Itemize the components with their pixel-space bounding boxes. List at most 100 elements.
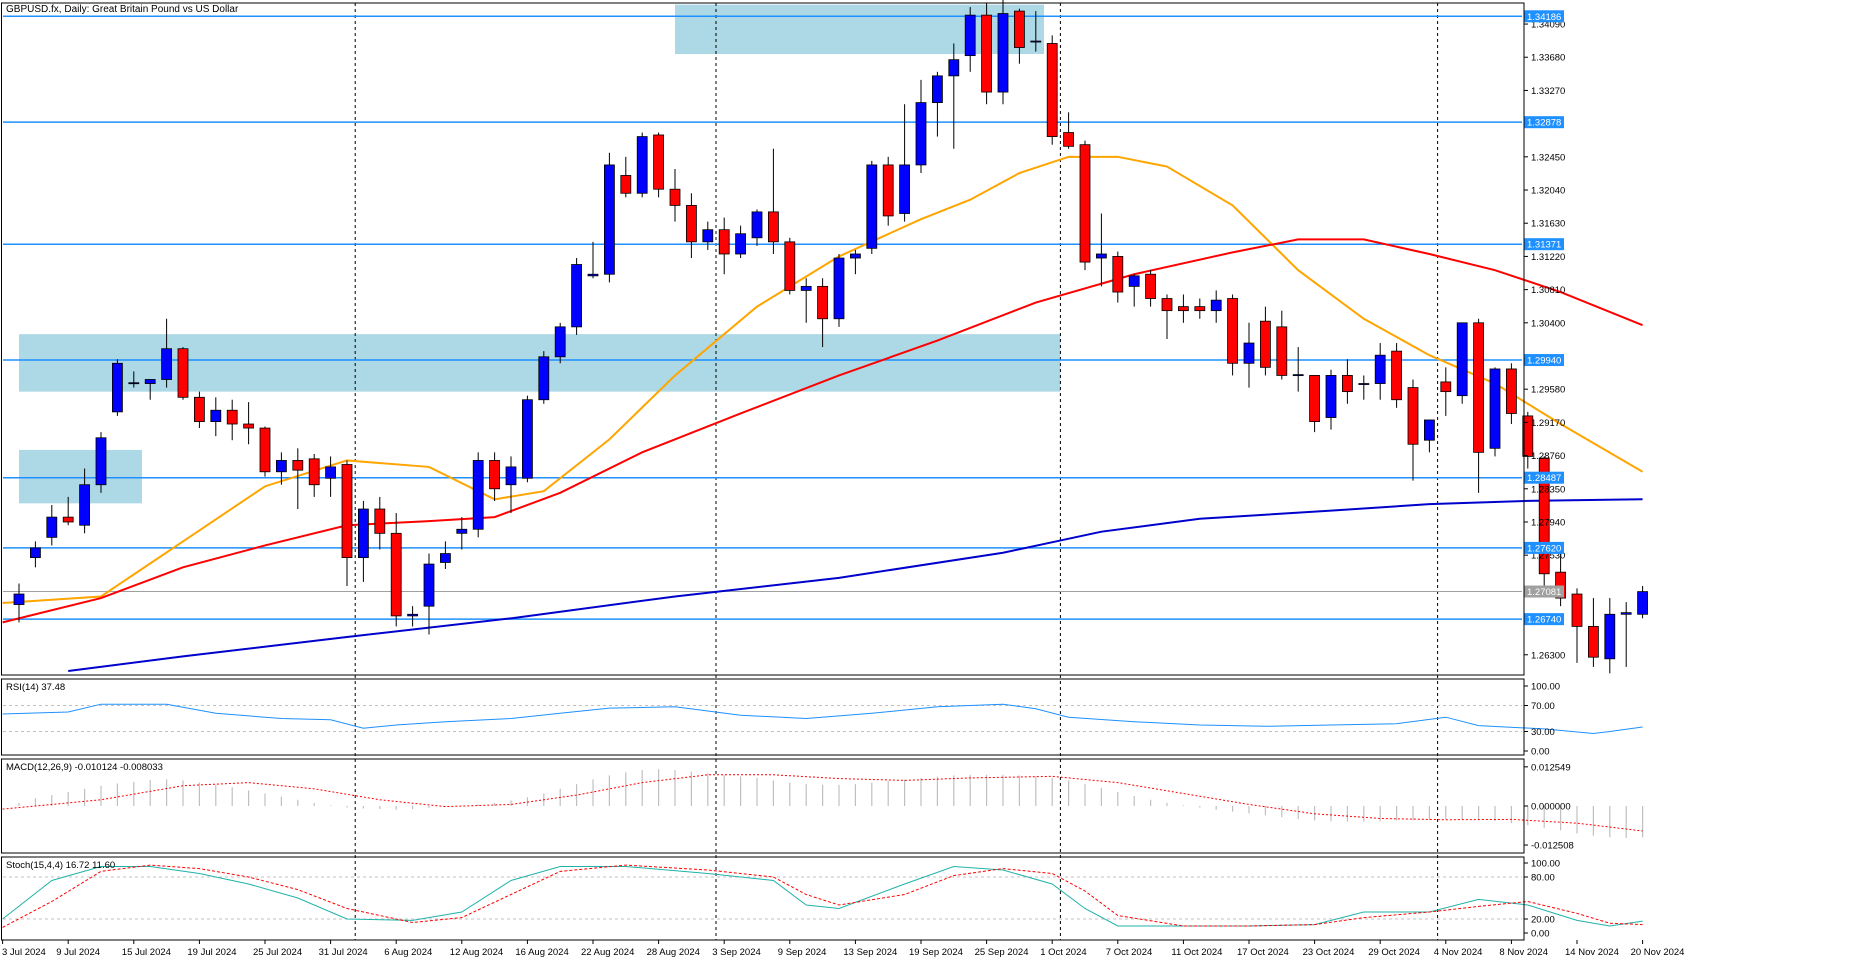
price-tick-label: 1.28760 [1531,451,1565,462]
pane-frame [1,678,1525,756]
candle-body [1538,457,1550,575]
candle-body [850,253,861,259]
level-box [1524,238,1564,251]
stoch-signal-line [2,864,1643,928]
candle-body [144,379,156,384]
candle-body [13,593,25,605]
date-label: 20 Nov 2024 [1631,947,1685,958]
macd-signal-line [2,774,1643,832]
indicator-tick-label: 100.00 [1531,859,1560,870]
candle-body [1407,387,1419,445]
indicator-label: MACD(12,26,9) -0.010124 -0.008033 [6,762,163,773]
candle-body [686,205,697,243]
candle-body [357,508,369,559]
price-tick-label: 1.26300 [1531,650,1565,661]
indicator-label: RSI(14) 37.48 [6,682,65,693]
date-label: 1 Oct 2024 [1040,947,1086,958]
candle-body [456,528,468,534]
price-tick-label: 1.27530 [1531,551,1565,562]
candle-body [439,553,451,563]
date-label: 8 Nov 2024 [1499,947,1548,958]
price-tick-label: 1.33270 [1531,86,1565,97]
candle-body [1096,253,1107,259]
date-label: 6 Aug 2024 [384,947,432,958]
candle-body [1456,322,1468,397]
level-label: 1.32878 [1527,118,1561,129]
candle-body [1194,306,1206,312]
candle-body [604,164,615,275]
candle-body [784,241,796,291]
moving-average-line [68,498,1643,672]
candle-body [1358,383,1370,385]
date-label: 4 Nov 2024 [1434,947,1483,958]
date-label: 7 Oct 2024 [1106,947,1152,958]
candle-body [1079,144,1091,263]
price-tick-label: 1.30400 [1531,318,1565,329]
current-price-box [1524,585,1564,598]
indicator-tick-label: -0.012508 [1531,841,1574,852]
candle-body [1292,374,1304,377]
date-label: 17 Oct 2024 [1237,947,1289,958]
level-box [1524,10,1564,23]
level-box [1524,613,1564,626]
candle-body [1227,298,1238,364]
candle-body [243,423,255,429]
chart-title: GBPUSD.fx, Daily: Great Britain Pound vs… [6,4,239,15]
candle-body [751,211,763,239]
date-label: 3 Sep 2024 [712,947,761,958]
level-label: 1.34186 [1527,12,1561,23]
candle-body [29,547,41,559]
date-label: 14 Nov 2024 [1565,947,1619,958]
candle-body [341,464,353,559]
level-label: 1.31371 [1527,240,1561,251]
candle-body [554,326,566,358]
candle-body [899,164,910,214]
indicator-tick-label: 100.00 [1531,682,1560,693]
date-label: 28 Aug 2024 [647,947,700,958]
date-label: 12 Aug 2024 [450,947,503,958]
candle-body [1063,132,1074,147]
candle-body [1522,415,1534,457]
candle-body [1374,354,1386,384]
candle-body [226,409,238,425]
candle-body [1473,322,1484,453]
indicator-tick-label: 30.00 [1531,727,1555,738]
price-tick-label: 1.30810 [1531,285,1565,296]
indicator-tick-label: 80.00 [1531,873,1555,884]
candle-body [587,273,599,277]
level-box [1524,541,1564,554]
candle-body [46,516,58,538]
candle-body [1391,350,1402,401]
candle-body [1243,342,1255,364]
candle-body [1620,612,1632,615]
candle-body [1424,419,1435,441]
indicator-tick-label: 0.00 [1531,747,1550,758]
date-label: 11 Oct 2024 [1171,947,1222,958]
candle-body [275,460,287,473]
candle-body [62,516,74,523]
price-tick-label: 1.27940 [1531,517,1565,528]
candle-body [79,484,90,526]
candle-body [1145,273,1156,299]
candle-body [1260,320,1271,368]
date-label: 19 Jul 2024 [187,947,236,958]
candle-body [1161,298,1173,312]
date-label: 9 Jul 2024 [56,947,100,958]
candle-body [1178,306,1189,312]
price-tick-label: 1.32450 [1531,152,1565,163]
indicator-tick-label: 0.00 [1531,929,1550,940]
candle-body [1046,43,1058,137]
level-label: 1.28487 [1527,473,1561,484]
candle-body [210,409,222,422]
candle-body [800,285,812,291]
date-label: 25 Sep 2024 [975,947,1029,958]
candle-body [1489,368,1501,449]
date-label: 19 Sep 2024 [909,947,963,958]
date-label: 29 Oct 2024 [1368,947,1420,958]
candle-body [95,437,107,486]
pane-frame [1,2,1525,676]
candle-body [1276,326,1288,376]
candle-body [489,460,501,490]
